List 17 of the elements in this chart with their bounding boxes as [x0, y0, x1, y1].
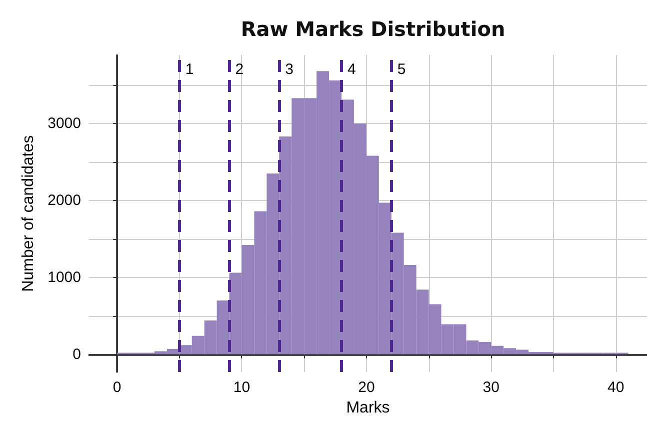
x-tick-label: 20	[358, 379, 375, 396]
y-axis-title: Number of candidates	[20, 135, 38, 292]
annotation: 5	[397, 61, 406, 78]
annotation: 4	[348, 61, 356, 78]
y-tick-label: 1000	[48, 268, 81, 286]
x-axis-title: Marks	[346, 400, 390, 416]
x-tick-label: 10	[233, 379, 250, 396]
y-tick-label: 3000	[48, 114, 81, 132]
y-tick-label: 0	[72, 346, 81, 363]
annotation: 2	[235, 61, 244, 78]
x-tick-label: 0	[112, 379, 122, 396]
chart-title: Raw Marks Distribution	[240, 17, 506, 41]
x-tick-label: 40	[607, 379, 624, 396]
y-tick-label: 2000	[48, 192, 81, 209]
annotation: 1	[185, 61, 194, 78]
annotation: 3	[285, 61, 294, 78]
x-tick-label: 30	[482, 379, 500, 396]
